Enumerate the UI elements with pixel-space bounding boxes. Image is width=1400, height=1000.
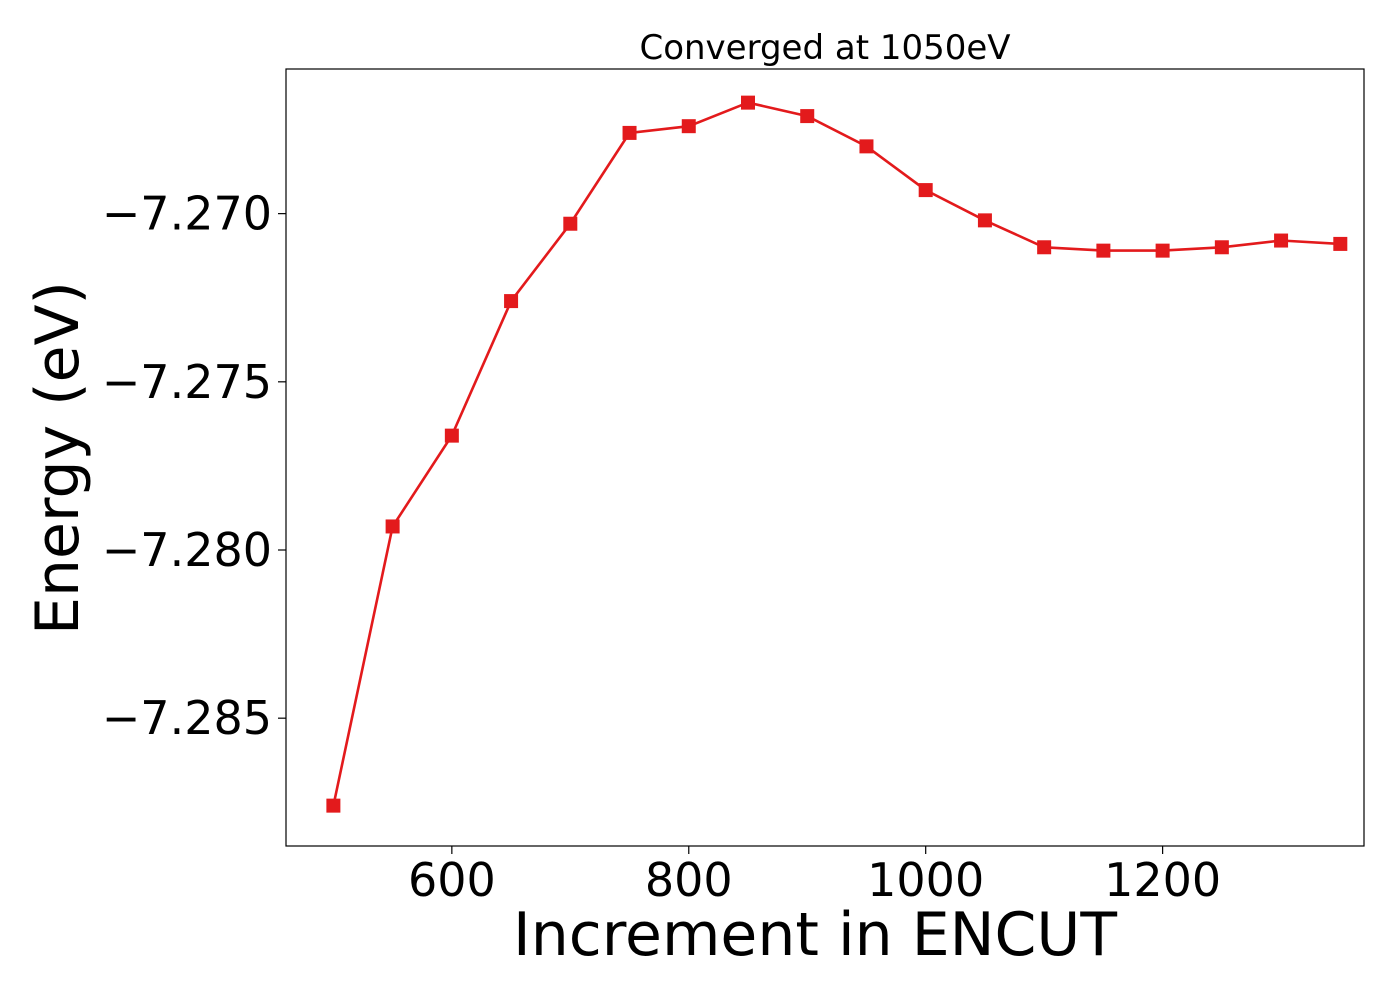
x-tick-label: 800: [645, 853, 733, 907]
data-point: [1155, 243, 1170, 258]
chart-title: Converged at 1050eV: [639, 28, 1010, 68]
series-line: [332, 101, 1341, 806]
data-point: [918, 183, 933, 198]
x-tick-label: 1000: [867, 853, 984, 907]
data-point: [622, 125, 637, 140]
x-axis-label: Increment in ENCUT: [513, 900, 1117, 970]
x-tick-label: 600: [408, 853, 496, 907]
plot-area: [326, 95, 1348, 813]
data-point: [385, 519, 400, 534]
data-point: [1037, 240, 1052, 255]
x-tick-label: 1200: [1104, 853, 1221, 907]
data-point: [1333, 236, 1348, 251]
y-tick-label: −7.270: [102, 187, 272, 241]
data-point: [326, 798, 341, 813]
data-point: [563, 216, 578, 231]
plot-frame: [285, 68, 1365, 847]
y-tick-label: −7.280: [102, 523, 272, 577]
y-axis: −7.270 −7.275 −7.280 −7.285: [102, 187, 286, 745]
data-point: [1214, 240, 1229, 255]
y-tick-label: −7.285: [102, 691, 272, 745]
data-point: [800, 109, 815, 124]
data-point: [444, 428, 459, 443]
data-point: [504, 294, 519, 309]
data-point: [859, 139, 874, 154]
x-axis: 600 800 1000 1200: [408, 846, 1221, 907]
data-point: [681, 119, 696, 134]
data-point: [741, 95, 755, 110]
data-point: [977, 213, 992, 228]
y-axis-label: Energy (eV): [23, 281, 93, 635]
y-tick-label: −7.275: [102, 355, 272, 409]
data-point: [1274, 233, 1289, 248]
data-point: [1096, 243, 1111, 258]
